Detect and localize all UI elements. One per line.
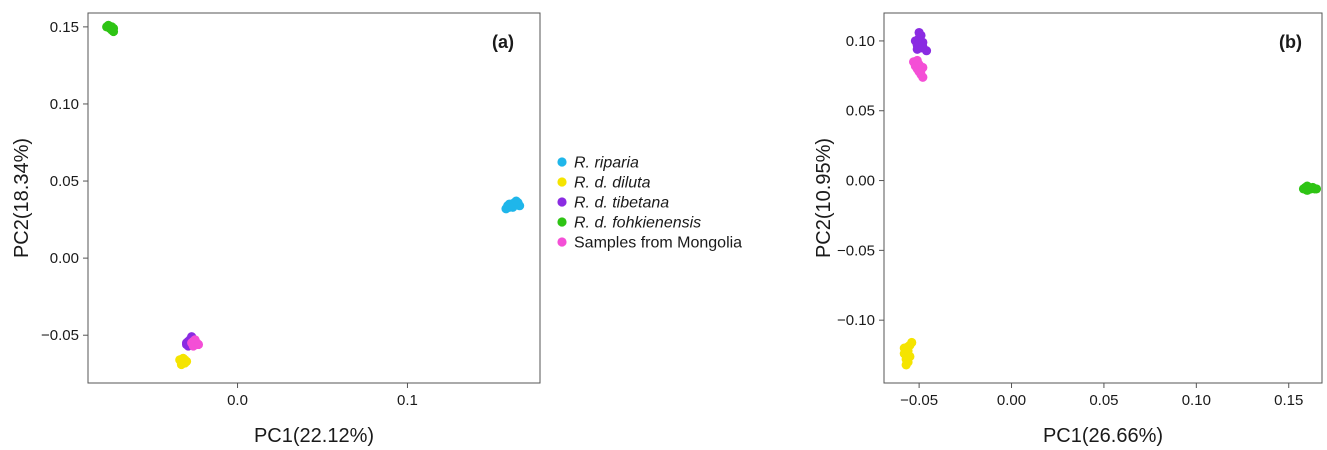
legend-marker <box>557 237 567 247</box>
series-1 <box>899 337 917 370</box>
data-point <box>901 360 911 370</box>
legend-marker <box>557 177 567 187</box>
x-tick-label: 0.15 <box>1274 392 1303 409</box>
data-point <box>1311 184 1322 194</box>
x-tick-label: 0.00 <box>997 392 1026 409</box>
data-point <box>193 339 204 350</box>
y-tick-label: −0.05 <box>837 242 875 259</box>
legend-label: R. riparia <box>574 155 639 172</box>
plot-frame <box>87 12 541 384</box>
data-point <box>181 356 192 367</box>
legend-item: R. d. diluta <box>557 175 651 192</box>
series-4 <box>908 55 928 82</box>
legend-item: R. d. fohkienensis <box>557 215 701 232</box>
legend-marker <box>557 217 567 227</box>
series-2 <box>910 27 932 56</box>
legend: R. riparia R. d. diluta R. d. tibetana R. d… <box>557 155 742 252</box>
x-tick-label: 0.05 <box>1089 392 1118 409</box>
data-point <box>918 72 928 82</box>
legend-label: Samples from Mongolia <box>574 235 742 252</box>
panel-b: −0.05 0.00 0.05 0.10 0.15 0.10 0.05 0.00 −0.05 −0… <box>813 12 1323 447</box>
x-tick-label: 0.10 <box>1182 392 1211 409</box>
panel-label: (b) <box>1279 32 1302 52</box>
x-axis-title: PC1(22.12%) <box>254 425 374 447</box>
legend-item: R. d. tibetana <box>557 195 669 212</box>
data-point <box>511 196 521 206</box>
panel-a: 0.0 0.1 0.15 0.10 0.05 0.00 −0.05 PC1(22.12%) PC… <box>11 12 541 447</box>
x-tick-label: 0.1 <box>397 392 418 409</box>
y-tick-label: 0.00 <box>846 173 875 190</box>
x-tick-label: −0.05 <box>900 392 938 409</box>
y-tick-label: −0.05 <box>41 327 79 344</box>
series-1 <box>175 353 192 370</box>
y-tick-label: 0.15 <box>50 19 79 36</box>
panel-label: (a) <box>492 32 514 52</box>
data-point <box>912 55 922 66</box>
series-0 <box>501 196 525 214</box>
legend-marker <box>557 157 567 167</box>
y-tick-label: 0.00 <box>50 250 79 267</box>
data-point <box>905 351 915 362</box>
legend-label: R. d. diluta <box>574 175 651 192</box>
x-tick-label: 0.0 <box>227 392 248 409</box>
y-tick-label: 0.10 <box>846 33 875 50</box>
legend-item: R. riparia <box>557 155 639 172</box>
series-4 <box>187 335 204 351</box>
legend-marker <box>557 197 567 207</box>
data-point <box>918 62 928 73</box>
data-point <box>918 41 928 52</box>
legend-item: Samples from Mongolia <box>557 235 742 252</box>
data-point <box>1302 181 1312 191</box>
y-tick-label: 0.10 <box>50 96 79 113</box>
y-axis-title: PC2(10.95%) <box>813 138 835 258</box>
data-point <box>907 337 917 348</box>
y-tick-label: 0.05 <box>50 173 79 190</box>
y-axis-title: PC2(18.34%) <box>11 138 33 258</box>
data-point <box>108 23 119 34</box>
legend-label: R. d. tibetana <box>574 195 669 212</box>
series-3 <box>1298 181 1322 195</box>
data-point <box>914 27 924 38</box>
x-axis-title: PC1(26.66%) <box>1043 425 1163 447</box>
legend-label: R. d. fohkienensis <box>574 215 701 232</box>
y-tick-label: −0.10 <box>837 312 875 329</box>
series-3 <box>102 20 119 37</box>
plot-frame <box>883 12 1323 384</box>
y-tick-label: 0.05 <box>846 103 875 120</box>
